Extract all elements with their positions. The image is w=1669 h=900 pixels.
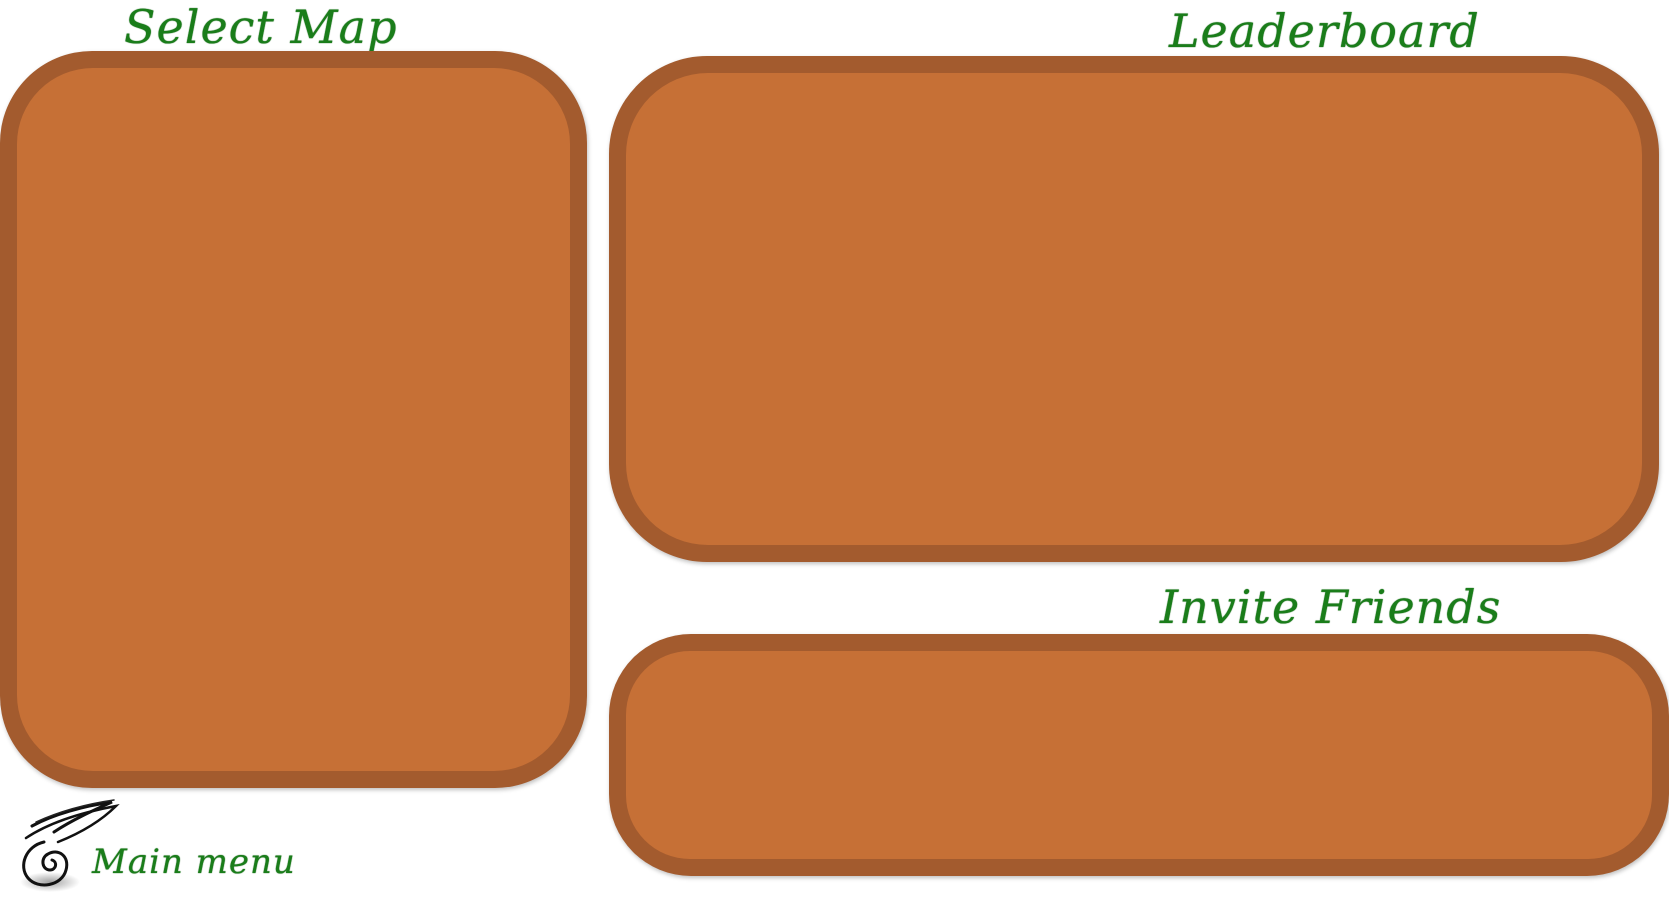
main-menu-label: Main menu [92, 842, 296, 882]
select-map-panel-content [17, 68, 570, 771]
leaderboard-title: Leaderboard [1169, 4, 1480, 58]
leaderboard-panel [609, 56, 1659, 562]
invite-friends-panel[interactable] [609, 634, 1669, 876]
invite-friends-title: Invite Friends [1160, 580, 1502, 634]
select-map-title: Select Map [124, 0, 398, 54]
main-menu-button[interactable]: Main menu [14, 796, 354, 900]
invite-friends-panel-content [626, 651, 1652, 859]
select-map-panel[interactable] [0, 51, 587, 788]
leaderboard-panel-content [626, 73, 1642, 545]
back-arrow-icon [20, 799, 120, 892]
